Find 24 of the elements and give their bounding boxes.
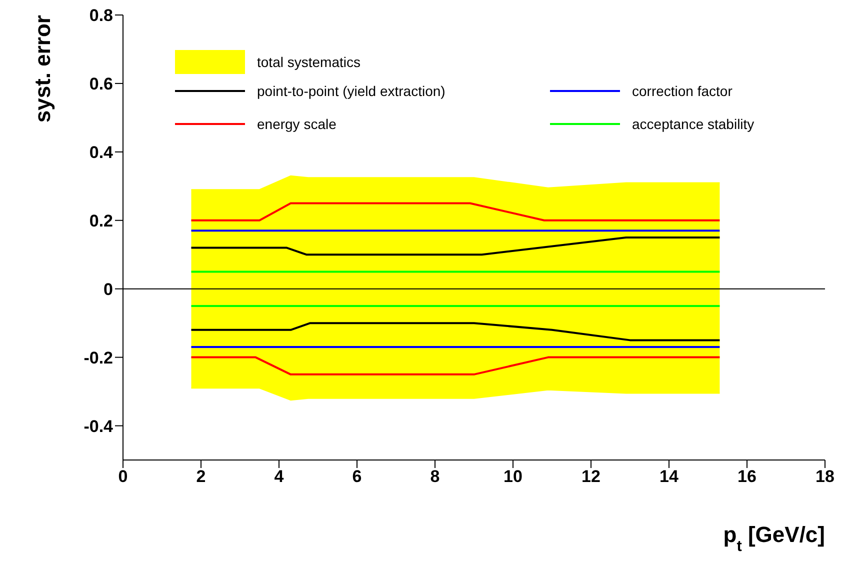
y-tick-label: 0.6	[89, 74, 113, 94]
y-tick-label: 0.4	[89, 142, 114, 162]
y-tick-label: 0	[104, 280, 113, 299]
legend-label: correction factor	[632, 83, 732, 99]
x-tick-label: 6	[352, 467, 362, 486]
x-tick-label: 14	[660, 467, 679, 486]
y-axis-title: syst. error	[30, 14, 55, 123]
y-tick-label: -0.2	[84, 348, 113, 368]
x-tick-label: 16	[738, 467, 756, 486]
x-tick-label: 18	[816, 467, 834, 486]
x-tick-label: 12	[582, 467, 600, 486]
legend-label: acceptance stability	[632, 116, 754, 132]
x-tick-label: 0	[118, 467, 128, 486]
x-tick-label: 2	[196, 467, 206, 486]
x-axis-title: p$_{t}$ [GeV/c]	[723, 522, 825, 554]
x-tick-label: 4	[274, 467, 284, 486]
legend-label: total systematics	[257, 54, 360, 70]
legend-label: point-to-point (yield extraction)	[257, 83, 446, 99]
x-tick-label: 10	[504, 467, 522, 486]
y-tick-label: 0.8	[89, 6, 113, 26]
y-tick-label: -0.4	[84, 416, 114, 436]
y-tick-label: 0.2	[89, 211, 113, 230]
x-tick-label: 8	[430, 467, 440, 486]
legend-label: energy scale	[257, 116, 336, 132]
